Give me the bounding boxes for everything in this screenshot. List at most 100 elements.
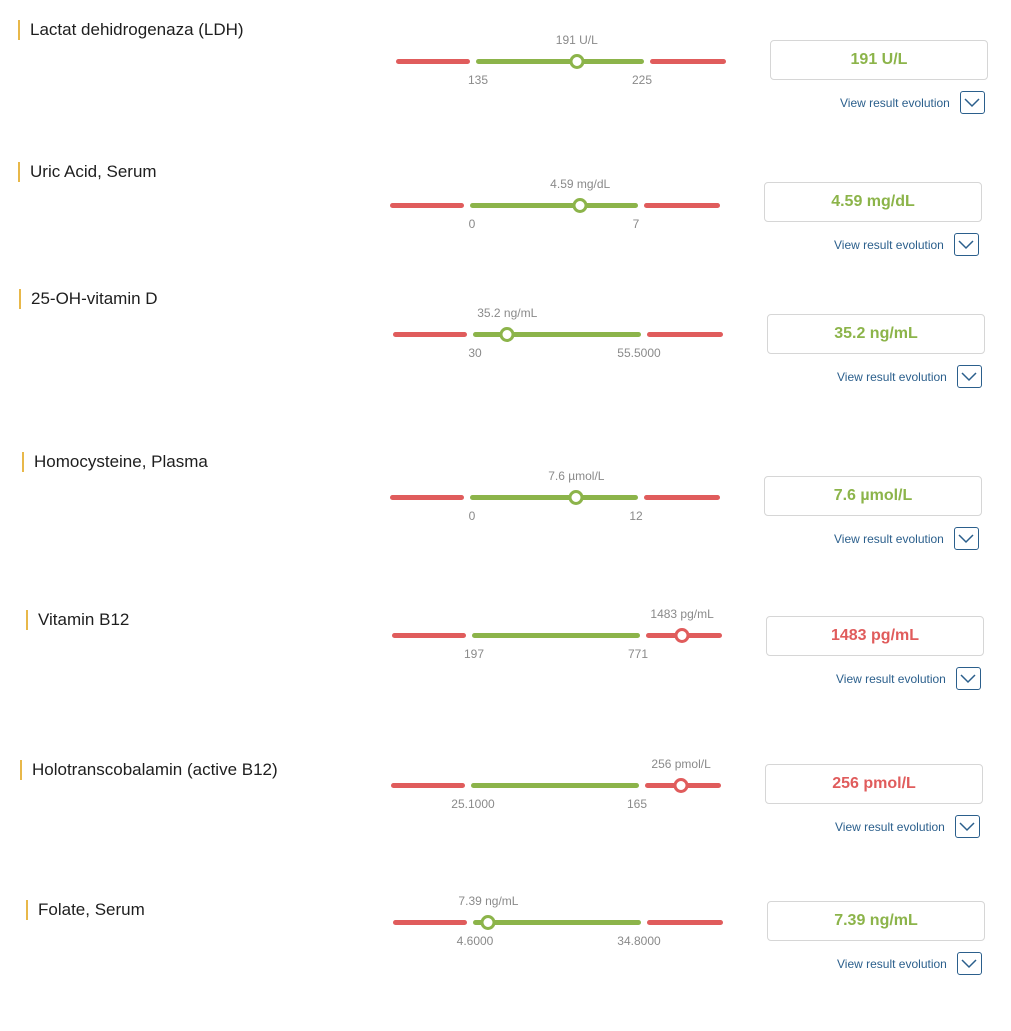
result-value-box: 191 U/L — [770, 40, 988, 80]
reference-range-scale: 256 pmol/L 25.1000 165 — [391, 755, 725, 815]
reference-range-scale: 1483 pg/mL 197 771 — [392, 605, 726, 665]
value-label: 35.2 ng/mL — [477, 306, 538, 320]
range-low-segment — [393, 920, 467, 925]
range-low-label: 0 — [468, 217, 476, 231]
result-value-box: 7.39 ng/mL — [767, 901, 985, 941]
view-result-evolution[interactable]: View result evolution — [840, 91, 985, 114]
view-result-evolution[interactable]: View result evolution — [837, 365, 982, 388]
result-value-box: 7.6 µmol/L — [764, 476, 982, 516]
view-result-evolution-label[interactable]: View result evolution — [834, 237, 944, 252]
expand-evolution-button[interactable] — [956, 365, 982, 388]
result-marker — [480, 915, 496, 930]
range-low-segment — [390, 495, 464, 500]
result-marker — [674, 628, 690, 643]
range-high-label: 55.5000 — [617, 346, 661, 360]
result-marker — [568, 490, 584, 505]
result-marker — [569, 54, 585, 69]
test-name: Homocysteine, Plasma — [22, 452, 208, 472]
range-high-segment — [644, 495, 720, 500]
range-high-label: 7 — [632, 217, 640, 231]
test-name: Folate, Serum — [26, 900, 145, 920]
range-low-segment — [391, 783, 465, 788]
range-normal-segment — [476, 59, 644, 64]
range-normal-segment — [473, 332, 641, 337]
view-result-evolution[interactable]: View result evolution — [834, 233, 979, 256]
view-result-evolution[interactable]: View result evolution — [837, 952, 982, 975]
chevron-down-icon — [958, 533, 974, 543]
test-name: Uric Acid, Serum — [18, 162, 157, 182]
range-normal-segment — [472, 633, 640, 638]
range-high-label: 34.8000 — [617, 934, 661, 948]
value-label: 7.6 µmol/L — [548, 469, 605, 483]
view-result-evolution-label[interactable]: View result evolution — [837, 956, 947, 971]
value-label: 1483 pg/mL — [650, 607, 714, 621]
range-normal-segment — [470, 495, 638, 500]
expand-evolution-button[interactable] — [953, 233, 979, 256]
result-row: 25-OH-vitamin D 35.2 ng/mL 30 55.5000 35.2 n… — [0, 289, 1011, 409]
range-normal-segment — [473, 920, 641, 925]
range-low-label: 197 — [463, 647, 485, 661]
result-row: Lactat dehidrogenaza (LDH) 191 U/L 135 225 1… — [0, 20, 1011, 140]
result-row: Holotranscobalamin (active B12) 256 pmol/… — [0, 757, 1011, 880]
value-label: 7.39 ng/mL — [458, 894, 519, 908]
reference-range-scale: 35.2 ng/mL 30 55.5000 — [393, 304, 727, 364]
result-marker — [499, 327, 515, 342]
result-row: Vitamin B12 1483 pg/mL 197 771 1483 pg/mL Vie… — [0, 607, 1011, 730]
result-row: Uric Acid, Serum 4.59 mg/dL 0 7 4.59 mg/dL Vi… — [0, 162, 1011, 282]
result-marker — [572, 198, 588, 213]
result-value-box: 1483 pg/mL — [766, 616, 984, 656]
view-result-evolution-label[interactable]: View result evolution — [837, 369, 947, 384]
chevron-down-icon — [959, 821, 975, 831]
view-result-evolution-label[interactable]: View result evolution — [835, 819, 945, 834]
result-value-box: 256 pmol/L — [765, 764, 983, 804]
view-result-evolution-label[interactable]: View result evolution — [840, 95, 950, 110]
test-name: Holotranscobalamin (active B12) — [20, 760, 278, 780]
value-label: 191 U/L — [555, 33, 598, 47]
reference-range-scale: 4.59 mg/dL 0 7 — [390, 175, 724, 235]
chevron-down-icon — [961, 958, 977, 968]
value-label: 4.59 mg/dL — [550, 177, 611, 191]
range-normal-segment — [470, 203, 638, 208]
expand-evolution-button[interactable] — [953, 527, 979, 550]
range-high-segment — [644, 203, 720, 208]
range-high-segment — [647, 920, 723, 925]
chevron-down-icon — [961, 371, 977, 381]
range-high-label: 12 — [629, 509, 643, 523]
view-result-evolution[interactable]: View result evolution — [836, 667, 981, 690]
range-low-label: 30 — [468, 346, 482, 360]
result-row: Homocysteine, Plasma 7.6 µmol/L 0 12 7.6 µmo… — [0, 452, 1011, 572]
range-low-segment — [393, 332, 467, 337]
view-result-evolution-label[interactable]: View result evolution — [836, 671, 946, 686]
reference-range-scale: 7.6 µmol/L 0 12 — [390, 467, 724, 527]
view-result-evolution-label[interactable]: View result evolution — [834, 531, 944, 546]
range-high-label: 165 — [626, 797, 648, 811]
reference-range-scale: 191 U/L 135 225 — [396, 31, 730, 91]
view-result-evolution[interactable]: View result evolution — [835, 815, 980, 838]
chevron-down-icon — [960, 673, 976, 683]
range-low-label: 0 — [468, 509, 476, 523]
test-name: Lactat dehidrogenaza (LDH) — [18, 20, 244, 40]
expand-evolution-button[interactable] — [955, 667, 981, 690]
test-name: 25-OH-vitamin D — [19, 289, 158, 309]
result-marker — [673, 778, 689, 793]
result-value-box: 35.2 ng/mL — [767, 314, 985, 354]
range-low-label: 135 — [467, 73, 489, 87]
chevron-down-icon — [964, 97, 980, 107]
range-low-segment — [392, 633, 466, 638]
expand-evolution-button[interactable] — [954, 815, 980, 838]
expand-evolution-button[interactable] — [956, 952, 982, 975]
range-high-label: 771 — [627, 647, 649, 661]
range-high-label: 225 — [631, 73, 653, 87]
view-result-evolution[interactable]: View result evolution — [834, 527, 979, 550]
result-value-box: 4.59 mg/dL — [764, 182, 982, 222]
range-normal-segment — [471, 783, 639, 788]
range-high-segment — [647, 332, 723, 337]
range-low-label: 4.6000 — [456, 934, 494, 948]
expand-evolution-button[interactable] — [959, 91, 985, 114]
range-high-segment — [650, 59, 726, 64]
range-low-segment — [396, 59, 470, 64]
chevron-down-icon — [958, 239, 974, 249]
test-name: Vitamin B12 — [26, 610, 129, 630]
reference-range-scale: 7.39 ng/mL 4.6000 34.8000 — [393, 892, 727, 952]
value-label: 256 pmol/L — [651, 757, 711, 771]
